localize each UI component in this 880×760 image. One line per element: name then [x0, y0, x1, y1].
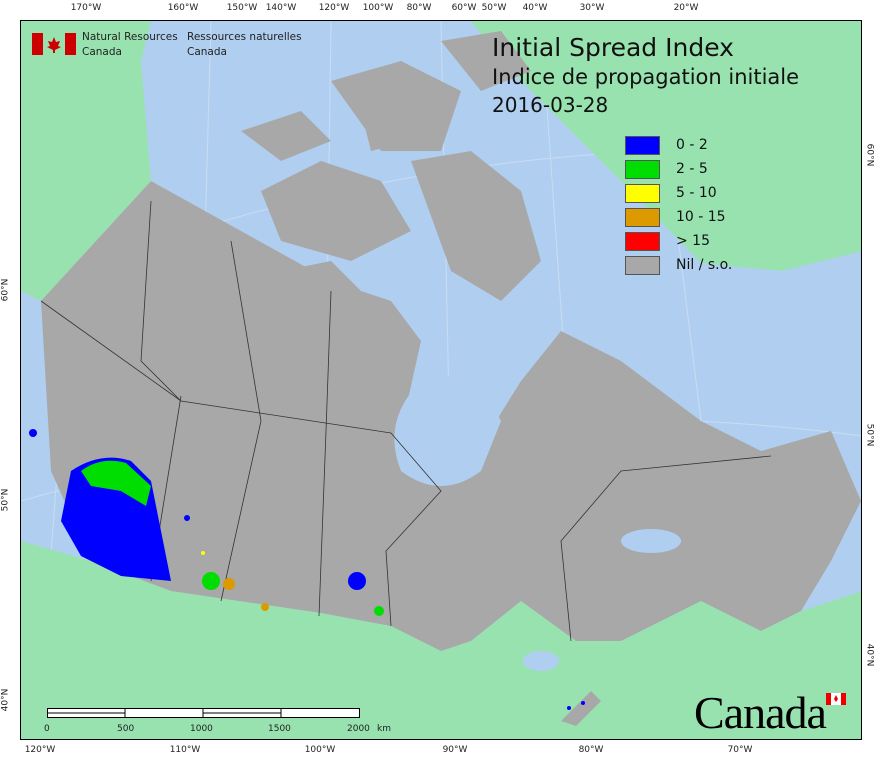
canada-flag-icon — [32, 33, 76, 55]
bottom-tick: 90°W — [442, 745, 468, 755]
wordmark-text: Canada — [694, 687, 827, 738]
bottom-tick: 80°W — [578, 745, 604, 755]
scale-label: 0 — [44, 724, 50, 734]
bottom-tick: 70°W — [727, 745, 753, 755]
southern-ontario — [561, 691, 601, 726]
united-states — [21, 541, 861, 739]
legend-label: 5 - 10 — [676, 185, 717, 201]
legend-swatch — [625, 135, 660, 155]
canada-wordmark: Canada — [694, 686, 846, 739]
legend-swatch — [625, 183, 660, 203]
legend-item: 0 - 2 — [625, 133, 732, 157]
top-tick: 120°W — [318, 3, 350, 13]
scale-label: 2000 — [347, 724, 370, 734]
right-tick: 50°N — [864, 423, 875, 447]
scale-unit: km — [377, 724, 391, 734]
right-tick: 60°N — [864, 143, 875, 167]
left-tick: 60°N — [0, 278, 11, 302]
left-tick: 50°N — [0, 488, 11, 512]
bottom-tick: 110°W — [169, 745, 201, 755]
top-tick: 30°W — [579, 3, 605, 13]
legend-swatch — [625, 231, 660, 251]
title-fr: Indice de propagation initiale — [492, 65, 800, 89]
scale-label: 500 — [117, 724, 135, 734]
agency-fr-2: Canada — [187, 46, 227, 58]
top-tick: 60°W — [451, 3, 477, 13]
legend-label: 0 - 2 — [676, 137, 708, 153]
legend-swatch — [625, 255, 660, 275]
scale-bar: 0 500 1000 1500 2000 km — [44, 705, 391, 736]
top-tick: 140°W — [265, 3, 297, 13]
top-tick: 40°W — [522, 3, 548, 13]
bottom-tick: 100°W — [304, 745, 336, 755]
legend-label: 10 - 15 — [676, 209, 726, 225]
map-title: Initial Spread Index Indice de propagati… — [492, 33, 799, 119]
scale-bar-graphic — [47, 708, 360, 718]
bottom-tick: 120°W — [24, 745, 56, 755]
agency-en-2: Canada — [82, 46, 122, 58]
agency-fr-1: Ressources naturelles — [187, 31, 302, 43]
legend-item: 10 - 15 — [625, 205, 732, 229]
gulf-st-lawrence — [621, 529, 681, 553]
legend-label: > 15 — [676, 233, 710, 249]
top-tick: 100°W — [362, 3, 394, 13]
left-tick: 40°N — [0, 688, 11, 712]
wordmark-flag-icon — [826, 693, 846, 705]
right-tick: 40°N — [864, 643, 875, 667]
legend-item: > 15 — [625, 229, 732, 253]
legend-swatch — [625, 207, 660, 227]
map-canvas — [21, 21, 861, 739]
top-tick: 80°W — [406, 3, 432, 13]
alaska — [21, 21, 151, 301]
top-tick: 20°W — [673, 3, 699, 13]
agency-en-1: Natural Resources — [82, 31, 178, 43]
map-frame — [20, 20, 862, 740]
scale-label: 1000 — [190, 724, 213, 734]
legend-label: Nil / s.o. — [676, 257, 733, 273]
legend-label: 2 - 5 — [676, 161, 708, 177]
top-tick: 160°W — [167, 3, 199, 13]
legend: 0 - 2 2 - 5 5 - 10 10 - 15 > 15 Nil / s.… — [625, 133, 732, 277]
scale-label: 1500 — [268, 724, 291, 734]
hudson-bay — [394, 376, 501, 486]
top-tick: 150°W — [226, 3, 258, 13]
province-boundaries — [40, 200, 772, 642]
title-en: Initial Spread Index — [492, 33, 734, 62]
great-lakes — [523, 651, 559, 671]
top-tick: 50°W — [481, 3, 507, 13]
legend-item: 2 - 5 — [625, 157, 732, 181]
isi-patches — [29, 429, 585, 710]
legend-item: Nil / s.o. — [625, 253, 732, 277]
top-tick: 170°W — [70, 3, 102, 13]
legend-item: 5 - 10 — [625, 181, 732, 205]
greenland — [471, 21, 861, 271]
title-date: 2016-03-28 — [492, 93, 609, 117]
legend-swatch — [625, 159, 660, 179]
